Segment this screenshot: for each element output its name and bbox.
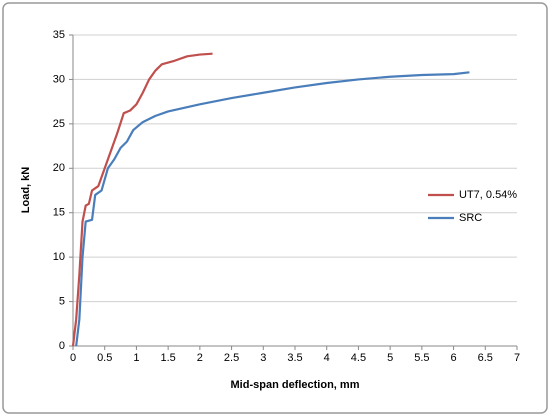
y-tick-label: 0 bbox=[59, 340, 65, 352]
y-tick-label: 15 bbox=[53, 207, 65, 219]
x-tick-label: 0 bbox=[70, 352, 76, 364]
x-tick-label: 0.5 bbox=[97, 352, 112, 364]
y-tick-label: 10 bbox=[53, 251, 65, 263]
x-tick-label: 1.5 bbox=[160, 352, 175, 364]
x-tick-label: 5.5 bbox=[414, 352, 429, 364]
y-tick-label: 30 bbox=[53, 73, 65, 85]
y-tick-label: 5 bbox=[59, 295, 65, 307]
data-line bbox=[75, 71, 470, 347]
x-tick-label: 4.5 bbox=[351, 352, 366, 364]
x-tick-label: 1 bbox=[133, 352, 139, 364]
data-line bbox=[71, 52, 213, 347]
y-tick-label: 20 bbox=[53, 162, 65, 174]
x-tick-label: 7 bbox=[514, 352, 520, 364]
x-axis-title: Mid-span deflection, mm bbox=[231, 379, 360, 391]
x-tick-label: 5 bbox=[387, 352, 393, 364]
x-tick-label: 4 bbox=[324, 352, 330, 364]
x-tick-label: 3 bbox=[260, 352, 266, 364]
legend-label: SRC bbox=[459, 212, 482, 224]
legend-label: UT7, 0.54% bbox=[459, 189, 517, 201]
y-tick-label: 25 bbox=[53, 118, 65, 130]
y-tick-label: 35 bbox=[53, 29, 65, 41]
x-tick-label: 2 bbox=[197, 352, 203, 364]
x-tick-label: 2.5 bbox=[224, 352, 239, 364]
x-tick-label: 3.5 bbox=[287, 352, 302, 364]
x-tick-label: 6.5 bbox=[478, 352, 493, 364]
x-tick-label: 6 bbox=[451, 352, 457, 364]
y-axis-title: Load, kN bbox=[20, 167, 32, 214]
